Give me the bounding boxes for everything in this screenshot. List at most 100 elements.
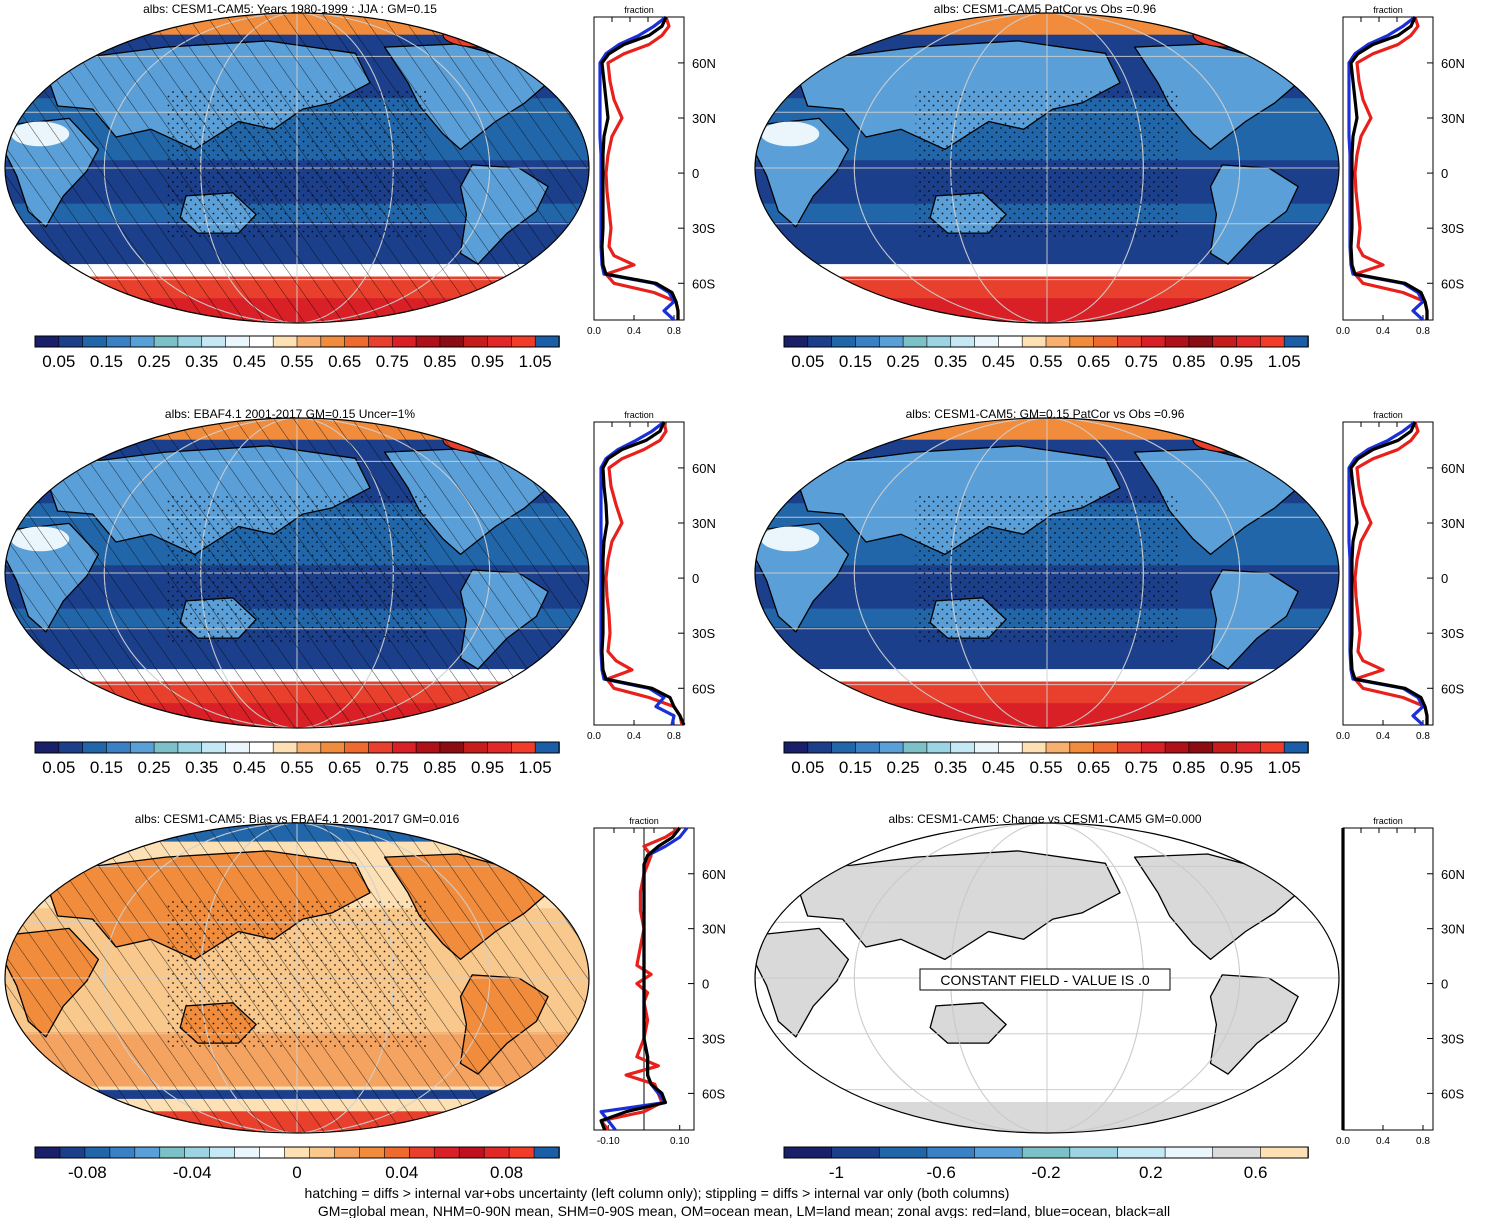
profile-tick-label: 0.10 bbox=[670, 1136, 690, 1147]
colorbar-swatch bbox=[463, 741, 489, 754]
colorbar-swatch bbox=[831, 1146, 881, 1159]
colorbar-swatch bbox=[878, 741, 904, 754]
colorbar-label: 0.95 bbox=[1220, 352, 1253, 371]
constant-field-box bbox=[919, 968, 1171, 991]
colorbar-swatch bbox=[998, 335, 1023, 348]
colorbar-swatch bbox=[950, 741, 976, 754]
colorbar-swatch bbox=[59, 1146, 86, 1159]
colorbar-swatch bbox=[1260, 1146, 1309, 1159]
profile-tick-label: 0.4 bbox=[1376, 1136, 1390, 1147]
colorbar-swatch bbox=[1021, 741, 1047, 754]
colorbar-swatch bbox=[926, 1146, 976, 1159]
colorbar-swatch bbox=[483, 1146, 510, 1159]
colorbar-label: 0.2 bbox=[1139, 1163, 1163, 1182]
colorbar-label: 0.65 bbox=[1077, 352, 1110, 371]
colorbar-swatch bbox=[1164, 1146, 1214, 1159]
colorbar-swatch bbox=[1045, 335, 1071, 348]
lat-tick-label: 60N bbox=[692, 461, 716, 476]
colorbar-label: 0.05 bbox=[42, 758, 75, 777]
colorbar-swatch bbox=[153, 741, 179, 754]
colorbar-swatch bbox=[511, 335, 536, 348]
colorbar-label: 0.08 bbox=[490, 1163, 523, 1182]
colorbar: 0.05 0.15 0.25 0.35 0.45 0.55 0.65 0.75 0.85 0.95… bbox=[783, 741, 1309, 777]
colorbar-label: 0 bbox=[292, 1163, 301, 1182]
colorbar-label: 0.85 bbox=[423, 352, 456, 371]
profile-tick-label: 0.4 bbox=[1376, 731, 1390, 742]
profile-series-all bbox=[599, 827, 681, 1131]
colorbar-swatch bbox=[1212, 741, 1238, 754]
footer-line-2: GM=global mean, NHM=0-90N mean, SHM=0-90… bbox=[318, 1203, 1170, 1218]
colorbar-swatch bbox=[359, 1146, 386, 1159]
colorbar-label: 0.85 bbox=[1172, 758, 1205, 777]
colorbar-swatch bbox=[878, 1146, 928, 1159]
lat-tick-label: 30N bbox=[1441, 516, 1465, 531]
colorbar-label: -1 bbox=[829, 1163, 844, 1182]
colorbar-swatch bbox=[34, 1146, 61, 1159]
profile-xlabel: fraction bbox=[624, 5, 654, 15]
colorbar-swatch bbox=[855, 335, 881, 348]
colorbar-label: 0.35 bbox=[185, 758, 218, 777]
colorbar-swatch bbox=[415, 741, 441, 754]
colorbar-swatch bbox=[249, 335, 274, 348]
profile-series-land bbox=[1353, 16, 1429, 320]
colorbar-label: 0.55 bbox=[1029, 352, 1062, 371]
colorbar: 0.05 0.15 0.25 0.35 0.45 0.55 0.65 0.75 0.85 0.95… bbox=[34, 335, 560, 371]
colorbar-label: 0.05 bbox=[791, 758, 824, 777]
colorbar-swatch bbox=[129, 741, 155, 754]
colorbar-swatch bbox=[1069, 741, 1095, 754]
colorbar-swatch bbox=[1140, 335, 1166, 348]
colorbar-swatch bbox=[783, 1146, 833, 1159]
colorbar-swatch bbox=[878, 335, 904, 348]
footer-line-1: hatching = diffs > internal var+obs unce… bbox=[305, 1185, 1010, 1201]
colorbar-swatch bbox=[902, 335, 928, 348]
lat-tick-label: 30N bbox=[692, 516, 716, 531]
panel-title: albs: CESM1-CAM5 PatCor vs Obs =0.96 bbox=[934, 2, 1157, 16]
colorbar-swatch bbox=[272, 741, 298, 754]
colorbar-swatch bbox=[974, 335, 1000, 348]
profile-tick-label: 0.8 bbox=[1416, 1136, 1430, 1147]
colorbar-swatch bbox=[368, 335, 394, 348]
profile-tick-label: 0.0 bbox=[1336, 1136, 1350, 1147]
zonal-profile: fraction 60N 30N 0 30S 60S 0.0 0.4 0.8 bbox=[1336, 5, 1465, 337]
colorbar-swatch bbox=[511, 741, 536, 754]
colorbar-label: 0.25 bbox=[138, 758, 171, 777]
colorbar-swatch bbox=[296, 741, 322, 754]
continent-4 bbox=[1209, 164, 1299, 265]
colorbar: 0.05 0.15 0.25 0.35 0.45 0.55 0.65 0.75 0.85 0.95… bbox=[783, 335, 1309, 371]
colorbar-swatch bbox=[926, 335, 952, 348]
colorbar-swatch bbox=[259, 1146, 286, 1159]
lat-tick-label: 30S bbox=[692, 221, 715, 236]
zonal-profile: fraction 60N 30N 0 30S 60S 0.0 0.4 0.8 bbox=[1336, 410, 1465, 742]
colorbar-swatch bbox=[82, 741, 108, 754]
continent-4 bbox=[1209, 569, 1299, 670]
colorbar-swatch bbox=[831, 335, 857, 348]
colorbar-swatch bbox=[153, 335, 179, 348]
profile-tick-label: 0.8 bbox=[1416, 326, 1430, 337]
colorbar-swatch bbox=[225, 741, 251, 754]
colorbar-label: 0.45 bbox=[233, 758, 266, 777]
lat-tick-label: 30S bbox=[1441, 626, 1464, 641]
colorbar-swatch bbox=[234, 1146, 261, 1159]
colorbar-swatch bbox=[106, 335, 132, 348]
profile-tick-label: 0.8 bbox=[667, 731, 681, 742]
panel-title: albs: EBAF4.1 2001-2017 GM=0.15 Uncer=1% bbox=[165, 407, 415, 421]
colorbar-label: 0.35 bbox=[934, 758, 967, 777]
colorbar-swatch bbox=[1069, 1146, 1119, 1159]
colorbar-swatch bbox=[177, 741, 203, 754]
colorbar-swatch bbox=[408, 1146, 436, 1159]
lat-tick-label: 0 bbox=[692, 571, 699, 586]
colorbar-swatch bbox=[1117, 335, 1143, 348]
colorbar-label: 0.25 bbox=[887, 758, 920, 777]
colorbar: 0.05 0.15 0.25 0.35 0.45 0.55 0.65 0.75 0.85 0.95… bbox=[34, 741, 560, 777]
zonal-profile: fraction 60N 30N 0 30S 60S 0.0 0.4 0.8 bbox=[587, 5, 716, 337]
colorbar-label: 0.15 bbox=[90, 352, 123, 371]
continent-4 bbox=[1209, 974, 1299, 1075]
colorbar-label: 0.75 bbox=[376, 352, 409, 371]
colorbar-swatch bbox=[783, 335, 809, 348]
profile-tick-label: 0.4 bbox=[627, 326, 641, 337]
colorbar-label: 0.35 bbox=[934, 352, 967, 371]
profile-series-land bbox=[604, 16, 680, 320]
colorbar-swatch bbox=[1283, 741, 1309, 754]
continent-2 bbox=[929, 1002, 1007, 1044]
